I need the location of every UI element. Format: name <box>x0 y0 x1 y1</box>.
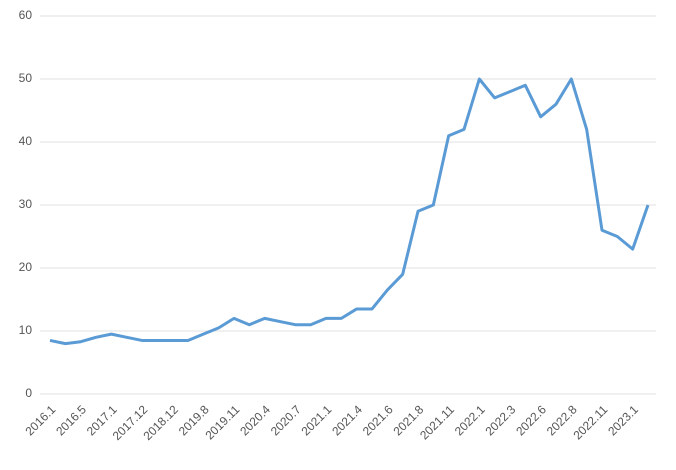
data-line <box>49 77 650 346</box>
x-tick-label: 2022.3 <box>483 402 519 438</box>
x-tick-label: 2016.1 <box>23 402 59 438</box>
y-tick-label: 0 <box>25 386 32 400</box>
y-tick-label: 30 <box>19 197 33 211</box>
x-tick-label: 2021.11 <box>417 402 457 442</box>
y-tick-label: 10 <box>19 323 33 337</box>
x-tick-label: 2021.6 <box>360 402 396 438</box>
x-tick-label: 2019.11 <box>202 402 242 442</box>
y-tick-label: 40 <box>19 134 33 148</box>
x-tick-label: 2020.7 <box>268 402 304 438</box>
x-tick-label: 2021.4 <box>329 402 365 438</box>
x-tick-label: 2016.5 <box>53 402 89 438</box>
x-tick-label: 2023.1 <box>605 402 641 438</box>
y-tick-label: 60 <box>19 8 33 22</box>
x-tick-label: 2022.11 <box>570 402 610 442</box>
y-tick-label: 50 <box>19 71 33 85</box>
x-tick-label: 2022.1 <box>452 402 488 438</box>
x-tick-label: 2022.6 <box>513 402 549 438</box>
x-tick-label: 2018.12 <box>140 402 181 443</box>
x-tick-label: 2021.1 <box>299 402 335 438</box>
y-tick-label: 20 <box>19 260 33 274</box>
x-tick-label: 2020.4 <box>237 402 273 438</box>
